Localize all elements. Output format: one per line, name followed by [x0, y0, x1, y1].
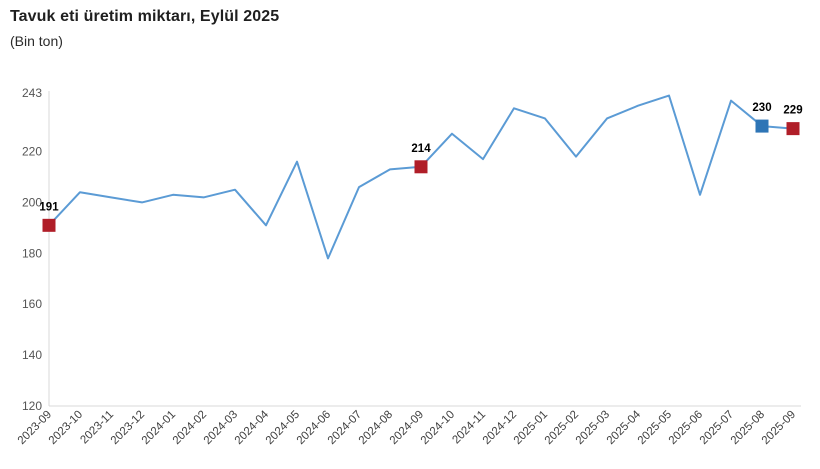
y-tick-label: 160 [22, 297, 42, 311]
chart-subtitle: (Bin ton) [10, 33, 63, 49]
y-tick-label: 120 [22, 399, 42, 413]
y-tick-label: 180 [22, 246, 42, 260]
y-tick-label: 220 [22, 145, 42, 159]
x-tick-label: 2025-09 [760, 409, 798, 447]
data-label-2023-09: 191 [39, 201, 59, 213]
highlight-marker-2025-09 [786, 122, 800, 136]
chart-header: Tavuk eti üretim miktarı, Eylül 2025 (Bi… [10, 8, 279, 49]
data-label-2025-09: 229 [783, 105, 802, 117]
highlight-marker-2023-09 [42, 218, 56, 232]
y-tick-label: 200 [22, 195, 42, 209]
highlight-marker-2024-09 [414, 160, 428, 174]
x-tick-label: 2024-10 [419, 409, 457, 447]
x-tick-label: 2023-10 [47, 409, 85, 447]
data-label-2024-09: 214 [411, 143, 431, 155]
highlight-marker-2025-08 [755, 119, 769, 133]
y-tick-label: 243 [22, 86, 42, 100]
data-label-2025-08: 230 [752, 102, 771, 114]
series-line [48, 94, 794, 260]
y-tick-label: 140 [22, 348, 42, 362]
chart-title: Tavuk eti üretim miktarı, Eylül 2025 [10, 8, 280, 25]
